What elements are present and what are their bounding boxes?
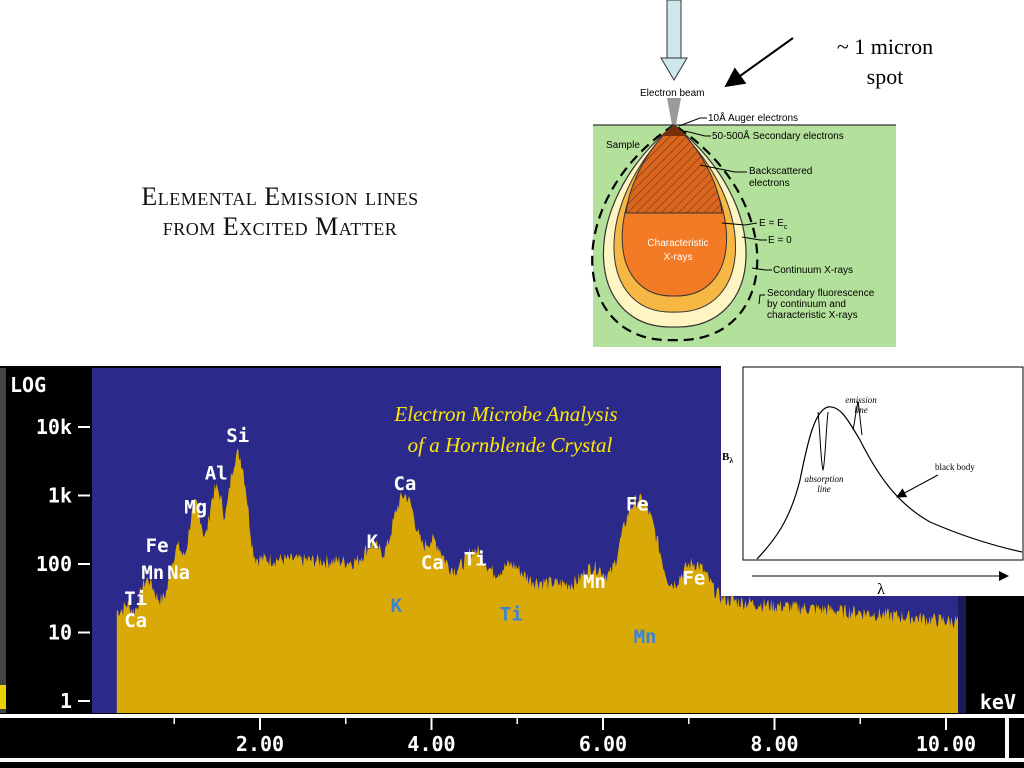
characteristic-label-1: Characteristic	[647, 238, 708, 249]
blackbody-inset: Bλ emission line absorption line black b…	[721, 366, 1024, 598]
slide-title-line-1: Elemental Emission lines	[141, 182, 419, 211]
blackbody-curve	[756, 406, 1023, 560]
spot-pointer-arrow-icon	[724, 37, 794, 88]
y-tick-label: 10k	[36, 415, 72, 439]
vacuum-region	[593, 82, 896, 125]
element-label-ca: Ca	[393, 473, 416, 495]
element-label-ca: Ca	[124, 610, 147, 632]
backscattered-label-2: electrons	[749, 178, 790, 189]
element-label-mg: Mg	[184, 496, 207, 518]
characteristic-label-2: X-rays	[664, 252, 693, 263]
inset-plot-box	[742, 366, 1024, 561]
x-tick-label: 6.00	[579, 732, 627, 756]
y-tick-label: 100	[36, 552, 72, 576]
x-tick-label: 2.00	[236, 732, 284, 756]
element-label-fe: Fe	[146, 535, 169, 557]
element-label-na: Na	[167, 562, 190, 584]
element-label-ca: Ca	[421, 552, 444, 574]
slide-title: Elemental Emission lines from Excited Ma…	[60, 182, 500, 242]
element-label-si: Si	[226, 425, 249, 447]
log-axis-label: LOG	[10, 373, 46, 397]
blackbody-y-label: Bλ	[722, 451, 733, 465]
absorption-dip	[817, 411, 829, 472]
y-tick-label: 10	[48, 621, 72, 645]
e-zero-label: E = 0	[768, 235, 792, 246]
black-body-label: black body	[935, 462, 975, 472]
e-ec-label: E = Ec	[759, 218, 788, 231]
auger-label: 10Å Auger electrons	[708, 111, 798, 124]
element-label-mn: Mn	[634, 626, 657, 648]
backscattered-label-1: Backscattered	[749, 166, 812, 177]
fluorescence-label-1: Secondary fluorescence	[767, 288, 875, 299]
axis-line-bottom	[0, 758, 1024, 762]
backscattered-zone	[625, 124, 723, 214]
left-strip	[0, 368, 6, 713]
blackbody-pointer-icon	[896, 474, 939, 498]
spectrum-area-layer	[116, 449, 958, 713]
emission-label-2: line	[854, 405, 868, 415]
spot-note-line-1: ~ 1 micron	[836, 34, 934, 59]
x-tick-label: 8.00	[750, 732, 798, 756]
left-marker	[0, 685, 6, 709]
element-label-fe: Fe	[682, 568, 705, 590]
interaction-volume-diagram: Electron beam Sample 10Å Auger electrons…	[591, 0, 896, 347]
fluorescence-boundary	[591, 123, 759, 342]
secondary-electron-zone	[661, 125, 687, 136]
spectrum-title-line-2: of a Hornblende Crystal	[408, 433, 613, 457]
emission-label-1: emission	[845, 395, 877, 405]
element-label-mn: Mn	[141, 562, 164, 584]
spot-note-line-2: spot	[866, 64, 904, 89]
axis-line-top	[0, 714, 1024, 718]
element-label-k: K	[367, 531, 379, 553]
fluorescence-label-3: characteristic X-rays	[767, 310, 858, 321]
element-label-fe: Fe	[626, 494, 649, 516]
kev-axis-label: keV	[980, 690, 1016, 714]
sample-label: Sample	[606, 140, 640, 151]
element-label-ti: Ti	[124, 588, 147, 610]
secondary-label: 50-500Å Secondary electrons	[712, 129, 844, 142]
element-label-ti: Ti	[464, 549, 487, 571]
fluorescence-label-2: by continuum and	[767, 299, 846, 310]
absorption-label-1: absorption	[804, 474, 844, 484]
y-tick-label: 1k	[48, 484, 72, 508]
spectrum-area	[116, 449, 958, 713]
wavelength-label: λ	[877, 581, 885, 598]
axis-line-right	[1005, 718, 1009, 762]
element-label-al: Al	[205, 463, 228, 485]
spot-size-note: ~ 1 micron spot	[800, 32, 970, 92]
beam-arrow-icon	[660, 0, 688, 81]
electron-beam-cone	[667, 98, 681, 125]
absorption-label-2: line	[817, 484, 831, 494]
continuum-label: Continuum X-rays	[773, 265, 853, 276]
element-label-mn: Mn	[583, 571, 606, 593]
electron-beam-label: Electron beam	[640, 88, 704, 99]
y-tick-label: 1	[60, 689, 72, 713]
spectrum-axes: 1 10 100 1k 10k 2.00 4.00 6.00 8.00 10.00	[36, 415, 976, 756]
slide-title-line-2: from Excited Matter	[162, 212, 398, 241]
diagram-leaders	[678, 117, 772, 305]
element-label-ti: Ti	[500, 603, 523, 625]
emission-spike	[852, 400, 863, 436]
spectrum-title-line-1: Electron Microbe Analysis	[393, 402, 617, 426]
element-label-k: K	[391, 595, 403, 617]
x-tick-label: 4.00	[407, 732, 455, 756]
x-tick-label: 10.00	[916, 732, 976, 756]
